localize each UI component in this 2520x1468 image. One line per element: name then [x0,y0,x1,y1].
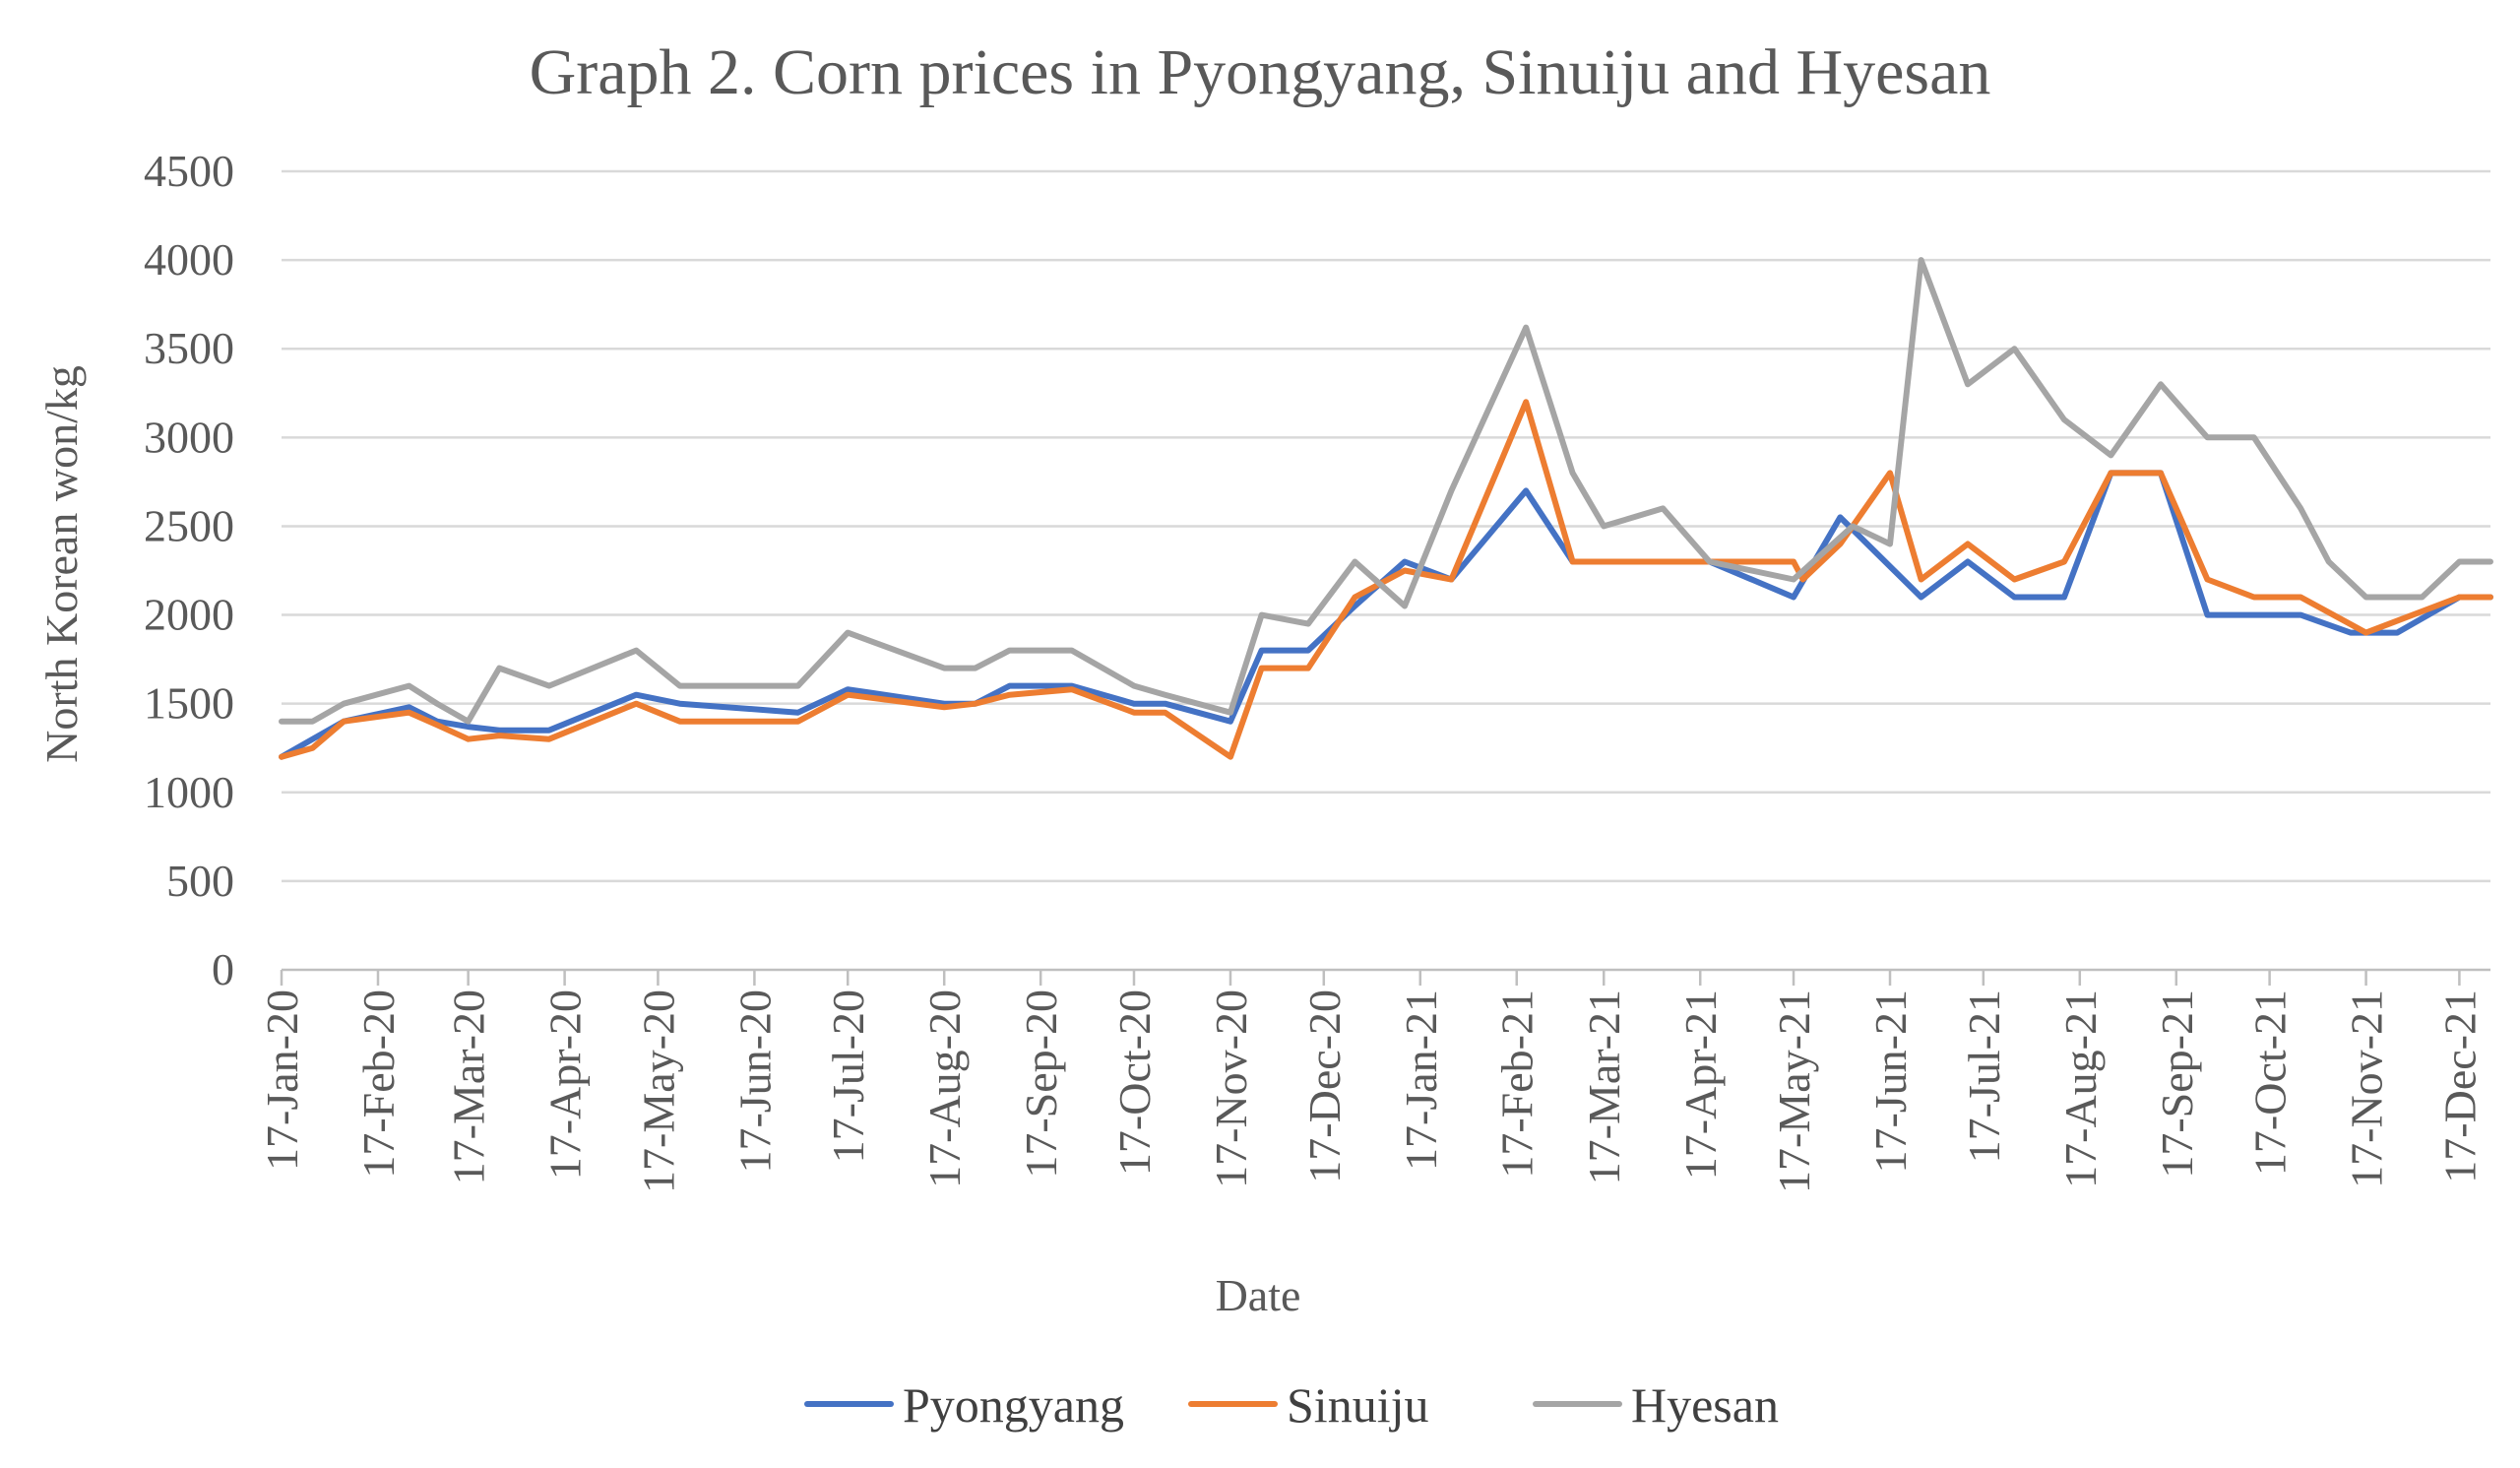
y-tick-label: 1500 [144,678,234,729]
x-tick-label: 17-Mar-20 [444,989,494,1184]
y-tick-label: 0 [212,944,234,994]
x-tick-label: 17-Sep-21 [2152,989,2202,1179]
y-axis-title: North Korean won/kg [36,365,87,763]
y-tick-label: 2000 [144,590,234,640]
x-tick-label: 17-Oct-20 [1109,989,1160,1176]
x-axis-title: Date [1216,1270,1301,1320]
legend-label-hyesan: Hyesan [1631,1377,1779,1433]
x-tick-label: 17-Feb-20 [353,989,404,1179]
x-tick-label: 17-Dec-20 [1299,989,1350,1183]
x-tick-label: 17-Feb-21 [1492,989,1543,1179]
x-tick-label: 17-Jan-21 [1396,989,1446,1171]
x-tick-label: 17-Jan-20 [257,989,307,1171]
chart-title: Graph 2. Corn prices in Pyongyang, Sinui… [530,36,1991,108]
x-tick-label: 17-Mar-21 [1579,989,1629,1184]
gridlines [282,169,2490,883]
y-tick-label: 4500 [144,146,234,196]
x-axis: 17-Jan-20 17-Feb-20 17-Mar-20 17-Apr-20 17-M… [257,968,2490,1193]
x-tick-label: 17-Aug-21 [2055,989,2106,1188]
legend-label-pyongyang: Pyongyang [903,1377,1124,1433]
y-tick-label: 3000 [144,412,234,462]
y-tick-label: 3500 [144,323,234,373]
x-tick-label: 17-Apr-20 [540,989,591,1180]
y-tick-label: 500 [166,856,234,906]
x-tick-label: 17-Nov-20 [1206,989,1256,1188]
x-tick-label: 17-Jul-20 [823,989,873,1163]
legend: Pyongyang Sinuiju Hyesan [804,1377,1779,1433]
x-tick-label: 17-Oct-21 [2245,989,2296,1176]
x-tick-label: 17-Dec-21 [2434,989,2485,1183]
x-tick-label: 17-May-21 [1769,989,1819,1193]
x-tick-label: 17-Jun-21 [1865,989,1916,1174]
series-lines [279,257,2493,760]
y-tick-label: 2500 [144,500,234,550]
y-tick-label: 4000 [144,234,234,285]
x-tick-label: 17-May-20 [633,989,683,1193]
x-tick-label: 17-Nov-21 [2342,989,2392,1188]
x-tick-label: 17-Sep-20 [1016,989,1066,1179]
series-line-hyesan [279,257,2493,725]
x-tick-label: 17-Jul-21 [1959,989,2009,1163]
x-tick-label: 17-Apr-21 [1675,989,1726,1180]
x-tick-label: 17-Aug-20 [919,989,970,1188]
y-axis: 0 500 1000 1500 2000 2500 3000 3500 4000 4500 [144,146,234,994]
y-tick-label: 1000 [144,767,234,817]
x-tick-label: 17-Jun-20 [729,989,780,1174]
legend-label-sinuiju: Sinuiju [1287,1377,1428,1433]
